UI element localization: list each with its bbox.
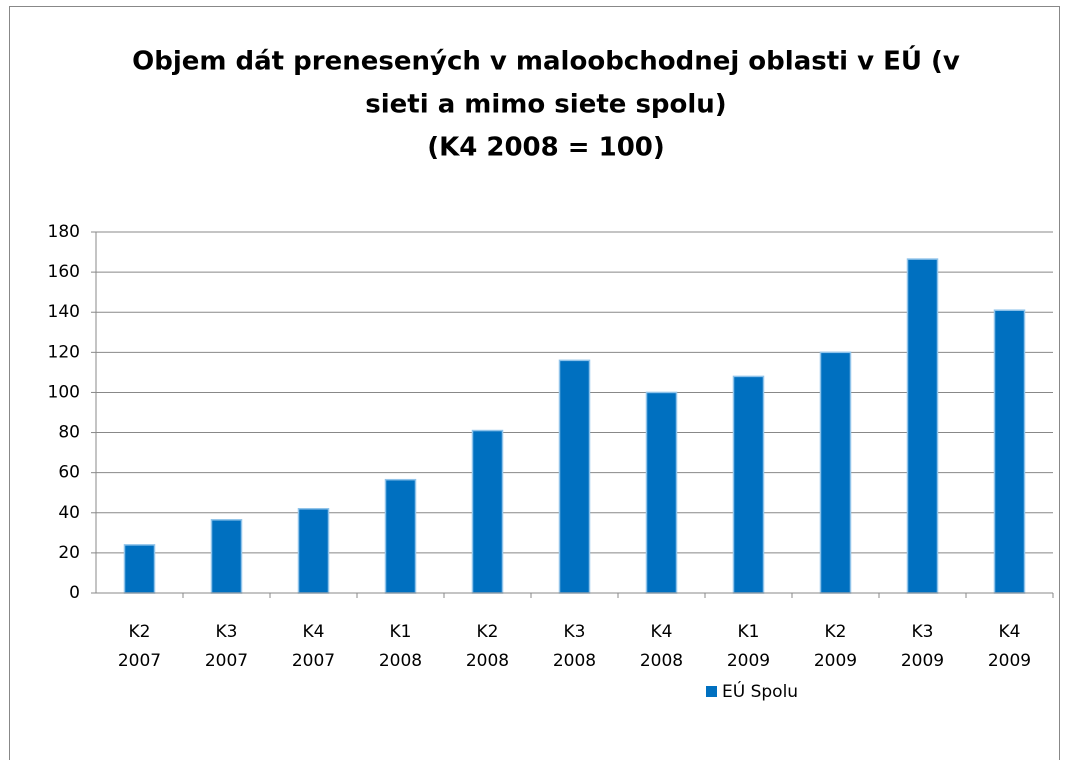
x-tick-label: K2 bbox=[825, 622, 847, 642]
y-tick-label: 120 bbox=[48, 342, 80, 362]
y-tick-label: 100 bbox=[48, 382, 80, 402]
x-tick-label: 2009 bbox=[727, 651, 770, 671]
bar bbox=[123, 544, 156, 594]
x-tick-label: 2007 bbox=[292, 651, 335, 671]
chart-title: sieti a mimo siete spolu) bbox=[365, 90, 726, 120]
x-tick-label: 2009 bbox=[901, 651, 944, 671]
bar bbox=[558, 359, 591, 594]
chart-frame bbox=[9, 6, 1060, 760]
y-tick-label: 20 bbox=[58, 543, 80, 563]
bar bbox=[993, 309, 1026, 594]
x-tick-label: 2008 bbox=[466, 651, 509, 671]
x-tick-label: K1 bbox=[738, 622, 760, 642]
x-tick-label: 2008 bbox=[379, 651, 422, 671]
y-tick-label: 80 bbox=[58, 423, 80, 443]
x-tick-label: 2007 bbox=[118, 651, 161, 671]
x-tick-label: K4 bbox=[651, 622, 673, 642]
x-tick-label: 2008 bbox=[640, 651, 683, 671]
y-tick-label: 180 bbox=[48, 222, 80, 242]
x-tick-label: K2 bbox=[477, 622, 499, 642]
x-tick-label: 2009 bbox=[988, 651, 1031, 671]
x-tick-label: K3 bbox=[912, 622, 934, 642]
x-tick-label: K3 bbox=[564, 622, 586, 642]
bar bbox=[732, 375, 765, 594]
chart-title: Objem dát prenesených v maloobchodnej ob… bbox=[132, 45, 960, 77]
y-tick-label: 160 bbox=[48, 262, 80, 282]
x-tick-label: K3 bbox=[216, 622, 238, 642]
bar bbox=[297, 508, 330, 594]
y-tick-label: 140 bbox=[48, 302, 80, 322]
y-tick-label: 40 bbox=[58, 503, 80, 523]
bar bbox=[471, 429, 504, 594]
bar bbox=[819, 351, 852, 594]
x-tick-label: 2007 bbox=[205, 651, 248, 671]
y-tick-label: 0 bbox=[69, 583, 80, 603]
bar bbox=[906, 258, 939, 594]
x-tick-label: K1 bbox=[390, 622, 412, 642]
chart-title: (K4 2008 = 100) bbox=[427, 133, 665, 163]
x-tick-label: K4 bbox=[303, 622, 325, 642]
bar bbox=[645, 391, 678, 594]
legend-swatch bbox=[706, 686, 717, 697]
bar bbox=[210, 519, 243, 594]
bar bbox=[384, 478, 417, 594]
x-tick-label: K4 bbox=[999, 622, 1021, 642]
x-tick-label: K2 bbox=[129, 622, 151, 642]
legend-label: EÚ Spolu bbox=[722, 680, 798, 702]
x-tick-label: 2008 bbox=[553, 651, 596, 671]
x-tick-label: 2009 bbox=[814, 651, 857, 671]
y-tick-label: 60 bbox=[58, 463, 80, 483]
